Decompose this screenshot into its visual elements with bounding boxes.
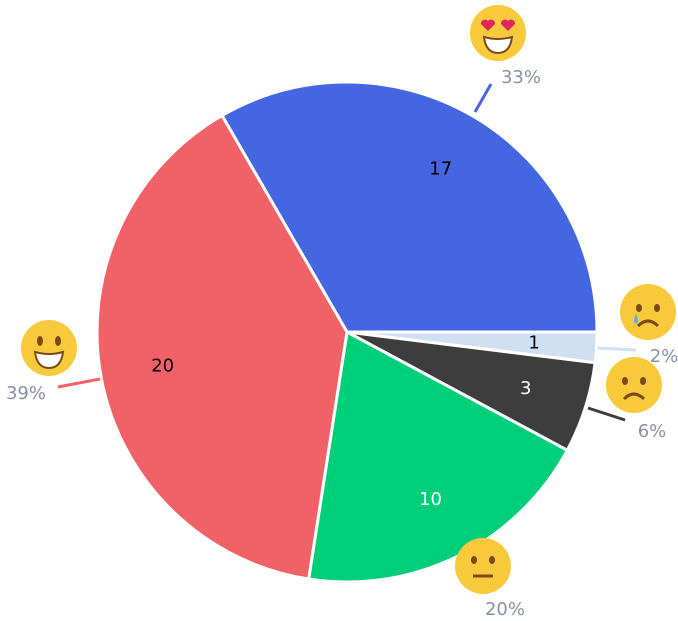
pie-slice [219, 80, 599, 334]
emoji-eye [489, 556, 495, 564]
emoji-face [620, 284, 676, 340]
emoji [606, 357, 662, 413]
emoji-face [606, 357, 662, 413]
pie-slice [95, 113, 349, 581]
emoji [455, 538, 511, 594]
emoji-face [455, 538, 511, 594]
slice-value-label: 17 [429, 159, 452, 180]
emoji-eye [471, 556, 477, 564]
emoji-eye [480, 19, 496, 31]
slice-value-label: 1 [528, 333, 539, 354]
emoji-face [470, 5, 526, 61]
percent-label: 33% [501, 67, 541, 88]
leader-line [473, 83, 493, 113]
emoji [21, 320, 77, 376]
emoji-mouth [636, 319, 660, 328]
leader-line [587, 406, 626, 422]
emoji-eye [37, 336, 43, 346]
emoji-mouth [622, 392, 646, 401]
emoji-eye [622, 377, 628, 385]
emoji-eye [500, 19, 516, 31]
emoji-eye [640, 377, 646, 385]
emoji-tear [634, 314, 638, 324]
emoji-eye [636, 304, 642, 312]
slice-value-label: 3 [520, 378, 531, 399]
emoji-face [21, 320, 77, 376]
percent-label: 6% [638, 421, 667, 442]
emoji-mouth [482, 35, 514, 55]
percent-label: 20% [485, 599, 525, 620]
slice-value-label: 10 [419, 489, 442, 510]
leader-line [57, 377, 101, 389]
emoji-eye [654, 304, 660, 312]
percent-label: 39% [6, 383, 46, 404]
emoji-eye [55, 336, 61, 346]
leader-line [597, 346, 637, 352]
emoji [620, 284, 676, 340]
slice-value-label: 20 [151, 355, 174, 376]
emoji [470, 5, 526, 61]
emoji-mouth [33, 350, 65, 370]
percent-label: 2% [650, 346, 678, 367]
